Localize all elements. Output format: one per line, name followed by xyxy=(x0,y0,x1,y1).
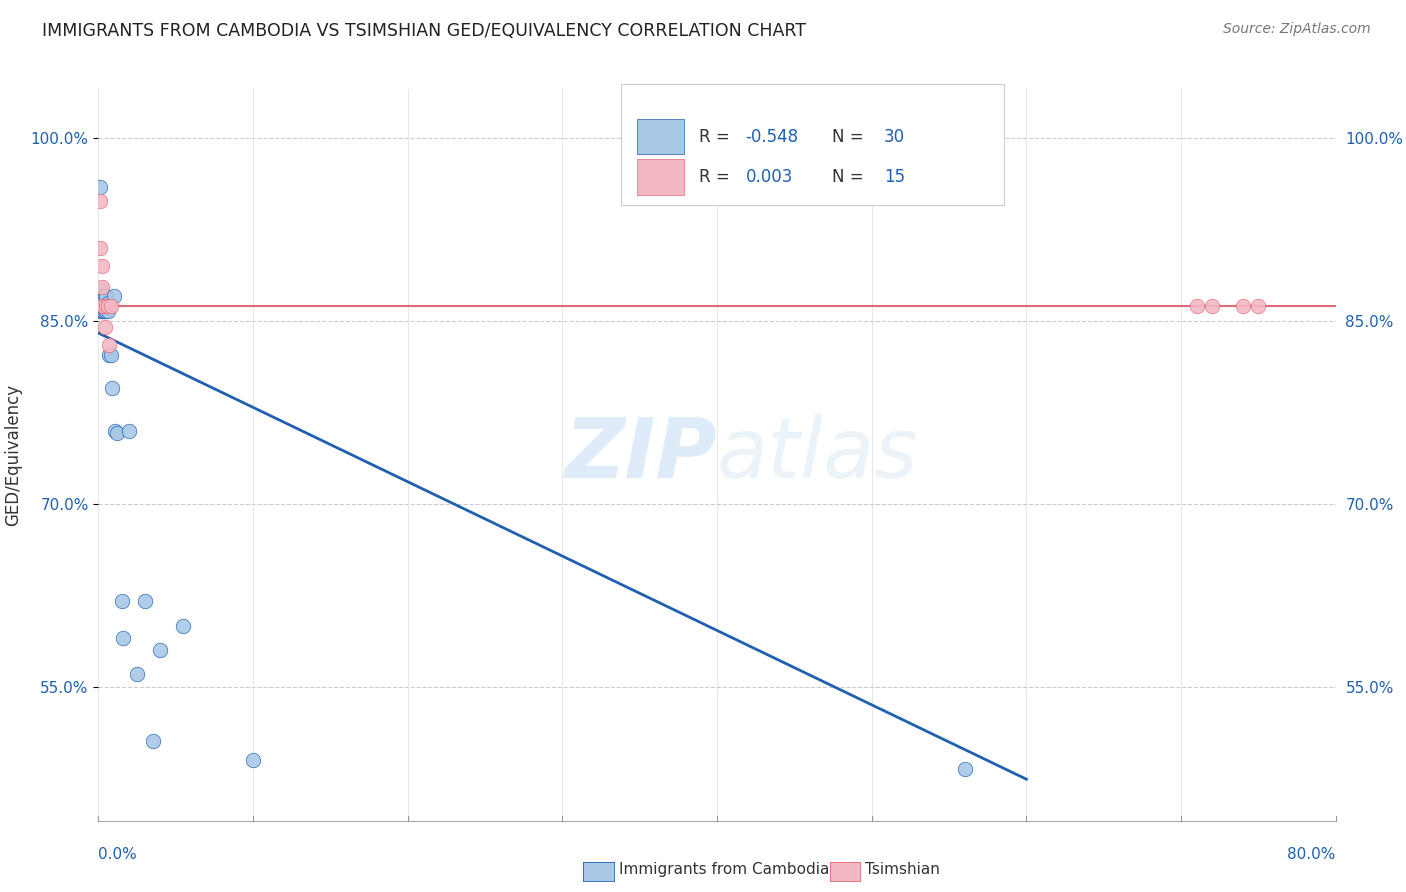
Text: R =: R = xyxy=(699,168,734,186)
Text: 30: 30 xyxy=(884,128,905,145)
Point xyxy=(112,631,135,645)
Point xyxy=(93,320,115,334)
Point xyxy=(118,424,141,438)
Point xyxy=(89,194,111,209)
Point xyxy=(1247,299,1270,313)
Point xyxy=(96,299,118,313)
Point xyxy=(91,289,114,303)
FancyBboxPatch shape xyxy=(637,160,683,194)
Point xyxy=(91,304,114,318)
FancyBboxPatch shape xyxy=(637,120,683,154)
Point xyxy=(97,299,120,313)
Point xyxy=(100,299,122,313)
Point xyxy=(89,179,111,194)
Point xyxy=(149,643,172,657)
Point xyxy=(93,304,115,318)
Point xyxy=(90,279,112,293)
Point xyxy=(90,304,112,318)
Point xyxy=(127,667,149,681)
Text: Immigrants from Cambodia: Immigrants from Cambodia xyxy=(619,863,830,877)
Text: IMMIGRANTS FROM CAMBODIA VS TSIMSHIAN GED/EQUIVALENCY CORRELATION CHART: IMMIGRANTS FROM CAMBODIA VS TSIMSHIAN GE… xyxy=(42,22,806,40)
Point xyxy=(103,289,125,303)
Text: Source: ZipAtlas.com: Source: ZipAtlas.com xyxy=(1223,22,1371,37)
Point xyxy=(91,299,114,313)
Point xyxy=(242,753,264,767)
Point xyxy=(98,348,121,362)
Point xyxy=(90,289,112,303)
Point xyxy=(173,618,195,632)
Point xyxy=(89,284,111,298)
Point xyxy=(1232,299,1254,313)
Text: -0.548: -0.548 xyxy=(745,128,799,145)
Text: R =: R = xyxy=(699,128,734,145)
Point xyxy=(96,304,118,318)
Text: 15: 15 xyxy=(884,168,905,186)
Point xyxy=(111,594,134,608)
Point xyxy=(89,304,111,318)
Point xyxy=(105,425,128,440)
Text: atlas: atlas xyxy=(717,415,918,495)
Point xyxy=(98,338,121,352)
Text: 80.0%: 80.0% xyxy=(1288,847,1336,863)
Point xyxy=(91,289,114,303)
Point xyxy=(96,289,118,303)
Point xyxy=(89,241,111,255)
Point xyxy=(1201,299,1223,313)
Point xyxy=(97,304,120,318)
Point xyxy=(90,259,112,273)
Point xyxy=(97,295,120,310)
Point xyxy=(1185,299,1208,313)
Text: 0.0%: 0.0% xyxy=(98,847,138,863)
FancyBboxPatch shape xyxy=(620,84,1004,205)
Point xyxy=(93,289,115,303)
Text: 0.003: 0.003 xyxy=(745,168,793,186)
Text: N =: N = xyxy=(832,128,869,145)
Y-axis label: GED/Equivalency: GED/Equivalency xyxy=(4,384,22,526)
Point xyxy=(953,763,976,777)
Text: N =: N = xyxy=(832,168,869,186)
Point xyxy=(101,381,124,395)
Point xyxy=(100,348,122,362)
Point xyxy=(142,734,165,748)
Point xyxy=(91,299,114,313)
Point xyxy=(134,594,156,608)
Text: ZIP: ZIP xyxy=(564,415,717,495)
Point xyxy=(104,424,127,438)
Text: Tsimshian: Tsimshian xyxy=(865,863,939,877)
